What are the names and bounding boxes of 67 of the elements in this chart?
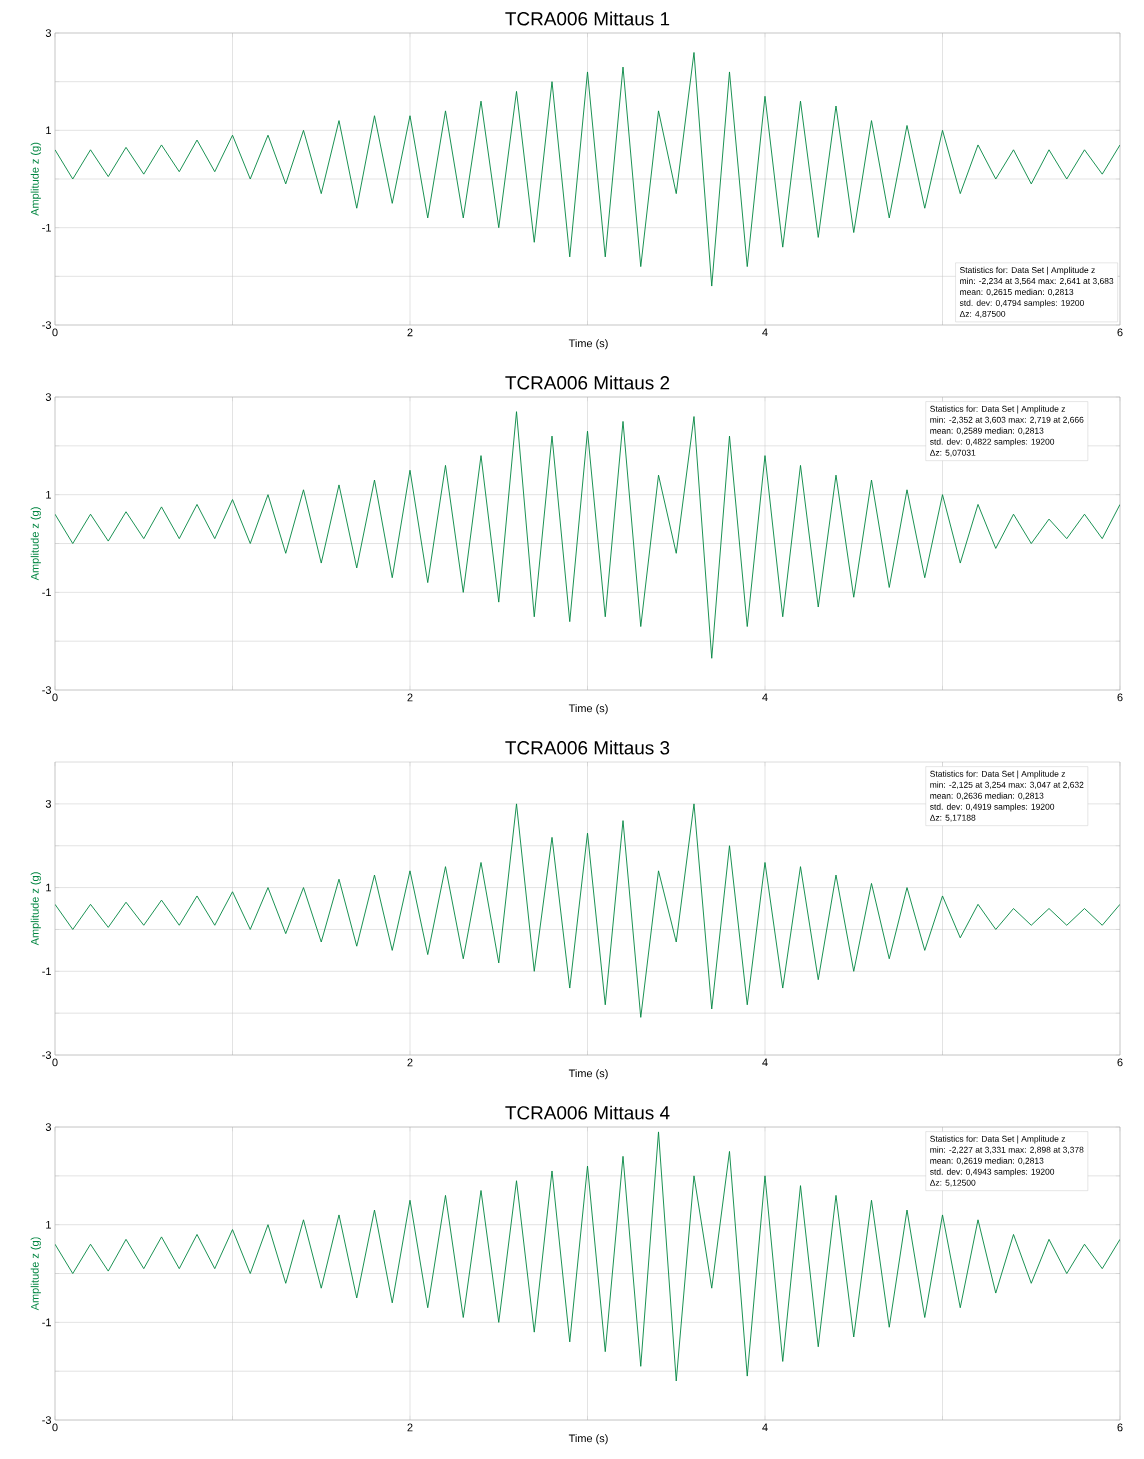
line-series [55,52,1120,287]
annotation: Δz: 5,07031 [930,449,976,457]
y-tick-label: -3 [42,321,51,329]
x-tick-label: 2 [407,1058,413,1067]
x-tick-label: 0 [52,1423,58,1432]
chart-title: TCRA006 Mittaus 3 [505,740,670,755]
line-series [55,1131,1120,1382]
y-tick-label: -3 [42,1051,51,1059]
y-tick-label: 1 [46,1220,51,1229]
annotation: Δz: 5,12500 [930,1179,976,1187]
x-axis-title: Time (s) [568,339,608,350]
x-tick-label: 4 [762,1423,768,1432]
y-tick-label: 3 [45,1123,51,1131]
y-axis-title: Amplitude z (g) [30,142,41,216]
annotation: Δz: 5,17188 [930,814,976,822]
chart-title: TCRA006 Mittaus 2 [505,375,670,390]
annotation: mean: 0,2589 median: 0,2813 [930,427,1044,435]
y-tick-label: -1 [42,588,51,597]
x-tick-label: 4 [762,1058,768,1067]
y-tick-label: -1 [42,1318,51,1327]
y-tick-label: 3 [45,800,51,808]
y-tick-label: 1 [46,126,51,135]
x-tick-label: 4 [762,328,768,337]
x-axis-title: Time (s) [568,1434,608,1445]
x-tick-label: 6 [1117,1058,1123,1067]
annotation: Statistics for: Data Set | Amplitude z [930,405,1066,414]
x-tick-label: 0 [52,328,58,337]
x-axis-title: Time (s) [568,1069,608,1080]
annotation: Statistics for: Data Set | Amplitude z [930,1135,1066,1144]
annotation: std. dev: 0,4919 samples: 19200 [929,803,1055,812]
annotation: mean: 0,2619 median: 0,2813 [930,1157,1044,1165]
annotation: min: -2,227 at 3,331 max: 2,898 at 3,378 [930,1146,1084,1154]
annotation: min: -2,125 at 3,254 max: 3,047 at 2,632 [930,781,1084,789]
chart-title: TCRA006 Mittaus 4 [505,1105,670,1120]
x-tick-label: 4 [762,693,768,702]
y-tick-label: -3 [42,686,51,694]
y-axis-title: Amplitude z (g) [30,1237,41,1311]
annotation: Statistics for: Data Set | Amplitude z [959,266,1095,275]
x-axis-title: Time (s) [568,704,608,715]
y-axis-title: Amplitude z (g) [30,507,41,581]
x-tick-label: 2 [407,1423,413,1432]
annotation: std. dev: 0,4794 samples: 19200 [959,299,1084,308]
annotation: Statistics for: Data Set | Amplitude z [930,770,1066,779]
annotation: std. dev: 0,4822 samples: 19200 [929,438,1055,447]
annotation: std. dev: 0,4943 samples: 19200 [929,1168,1055,1177]
y-tick-label: -1 [42,223,51,232]
y-tick-label: 1 [46,490,51,499]
y-tick-label: -3 [42,1416,51,1424]
x-tick-label: 2 [407,693,413,702]
x-tick-label: 6 [1117,328,1123,337]
y-tick-label: 3 [45,29,51,37]
x-tick-label: 6 [1117,1423,1123,1432]
y-tick-label: -1 [42,967,51,976]
line-series [55,803,1120,1018]
y-axis-title: Amplitude z (g) [30,872,41,946]
y-tick-label: 3 [45,393,51,401]
annotation: Δz: 4,87500 [959,310,1006,318]
annotation: min: -2,352 at 3,603 max: 2,719 at 2,666 [930,416,1084,424]
chart-title: TCRA006 Mittaus 1 [505,11,670,26]
annotation: min: -2,234 at 3,564 max: 2,641 at 3,683 [960,277,1114,286]
x-tick-label: 2 [407,328,413,337]
x-tick-label: 0 [52,693,58,702]
annotation: mean: 0,2615 median: 0,2813 [960,288,1074,296]
y-tick-label: 1 [46,883,51,892]
annotation: mean: 0,2636 median: 0,2813 [930,792,1044,800]
x-tick-label: 0 [52,1058,58,1067]
x-tick-label: 6 [1117,693,1123,702]
